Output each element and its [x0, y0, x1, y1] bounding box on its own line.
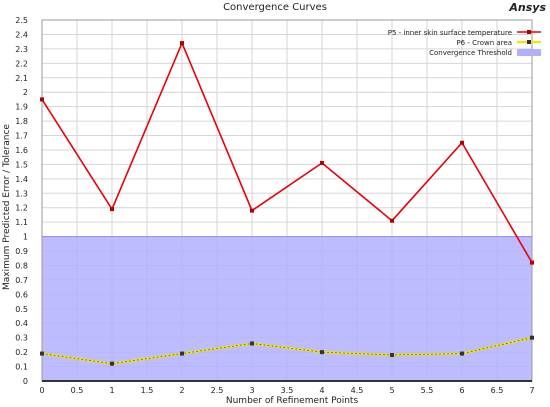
x-tick-label-4: 2: [179, 386, 184, 395]
legend-marker-p5: [527, 30, 531, 34]
y-tick-label-25: 2.5: [15, 16, 28, 25]
y-tick-label-22: 2.2: [15, 59, 28, 68]
data-point-p6-2: [180, 351, 184, 356]
y-tick-label-3: 0.3: [15, 334, 28, 343]
y-tick-label-13: 1.3: [15, 189, 28, 198]
series-layer: [40, 41, 534, 366]
data-point-p5-6: [460, 140, 464, 145]
y-tick-label-19: 1.9: [15, 103, 28, 112]
axis-ticks: 0 0.5 1 1.5 2 2.5 3 3.5 4 4.5 5 5.5 6 6.5 7 0 0.1 0.2 0.3 0…: [15, 16, 534, 395]
y-tick-label-24: 2.4: [15, 30, 28, 39]
series-line-p6: [41, 336, 533, 365]
data-point-p6-5: [390, 353, 394, 358]
legend-label-p5: P5 - inner skin surface temperature: [388, 29, 512, 37]
y-tick-label-21: 2.1: [15, 74, 28, 83]
chart-title: Convergence Curves: [223, 2, 327, 13]
y-axis-title: Maximum Predicted Error / Tolerance: [2, 124, 12, 290]
data-point-p6-4: [320, 350, 324, 355]
y-tick-label-20: 2: [23, 88, 28, 97]
x-tick-label-11: 5.5: [421, 386, 434, 395]
data-point-p5-4: [320, 160, 324, 165]
x-tick-label-8: 4: [319, 386, 324, 395]
x-axis-title: Number of Refinement Points: [226, 396, 359, 406]
x-tick-label-13: 6.5: [491, 386, 504, 395]
y-tick-label-17: 1.7: [15, 132, 28, 141]
y-tick-label-9: 0.9: [15, 247, 28, 256]
x-tick-label-2: 1: [109, 386, 114, 395]
data-point-p6-7: [530, 335, 534, 340]
y-tick-label-14: 1.4: [15, 175, 28, 184]
x-tick-label-9: 4.5: [351, 386, 364, 395]
data-point-p6-6: [460, 351, 464, 356]
x-tick-label-6: 3: [249, 386, 254, 395]
y-tick-label-2: 0.2: [15, 348, 28, 357]
y-tick-label-6: 0.6: [15, 290, 28, 299]
data-point-p6-1: [110, 361, 114, 366]
series-line-p5: [41, 41, 533, 263]
x-tick-label-5: 2.5: [211, 386, 224, 395]
y-tick-label-18: 1.8: [15, 117, 28, 126]
x-tick-label-12: 6: [459, 386, 464, 395]
y-tick-label-5: 0.5: [15, 305, 28, 314]
data-point-p5-3: [250, 208, 254, 213]
data-point-p5-7: [530, 260, 534, 265]
legend-swatch-threshold: [517, 49, 541, 56]
x-tick-label-3: 1.5: [141, 386, 154, 395]
x-tick-label-1: 0.5: [71, 386, 84, 395]
y-tick-label-10: 1: [23, 233, 28, 242]
y-tick-label-16: 1.6: [15, 146, 28, 155]
legend-marker-p6: [527, 40, 531, 44]
y-tick-label-4: 0.4: [15, 319, 28, 328]
x-tick-label-10: 5: [389, 386, 394, 395]
y-tick-label-11: 1.1: [15, 218, 28, 227]
convergence-threshold-region: [42, 236, 532, 381]
data-point-p5-5: [390, 218, 394, 223]
y-tick-label-0: 0: [23, 377, 28, 386]
y-tick-label-1: 0.1: [15, 363, 28, 372]
ansys-logo: Ansys: [508, 1, 546, 14]
legend-label-threshold: Convergence Threshold: [429, 49, 512, 57]
data-point-p5-1: [110, 207, 114, 212]
x-tick-label-7: 3.5: [281, 386, 294, 395]
data-point-p6-3: [250, 341, 254, 346]
data-point-p5-0: [40, 97, 44, 102]
y-tick-label-8: 0.8: [15, 261, 28, 270]
y-tick-label-12: 1.2: [15, 204, 28, 213]
data-point-p6-0: [40, 351, 44, 356]
x-tick-label-0: 0: [39, 386, 44, 395]
legend: P5 - inner skin surface temperature P6 -…: [388, 29, 541, 57]
x-tick-label-14: 7: [529, 386, 534, 395]
legend-label-p6: P6 - Crown area: [456, 39, 512, 47]
y-tick-label-7: 0.7: [15, 276, 28, 285]
data-point-p5-2: [180, 41, 184, 46]
y-tick-label-23: 2.3: [15, 45, 28, 54]
y-tick-label-15: 1.5: [15, 160, 28, 169]
